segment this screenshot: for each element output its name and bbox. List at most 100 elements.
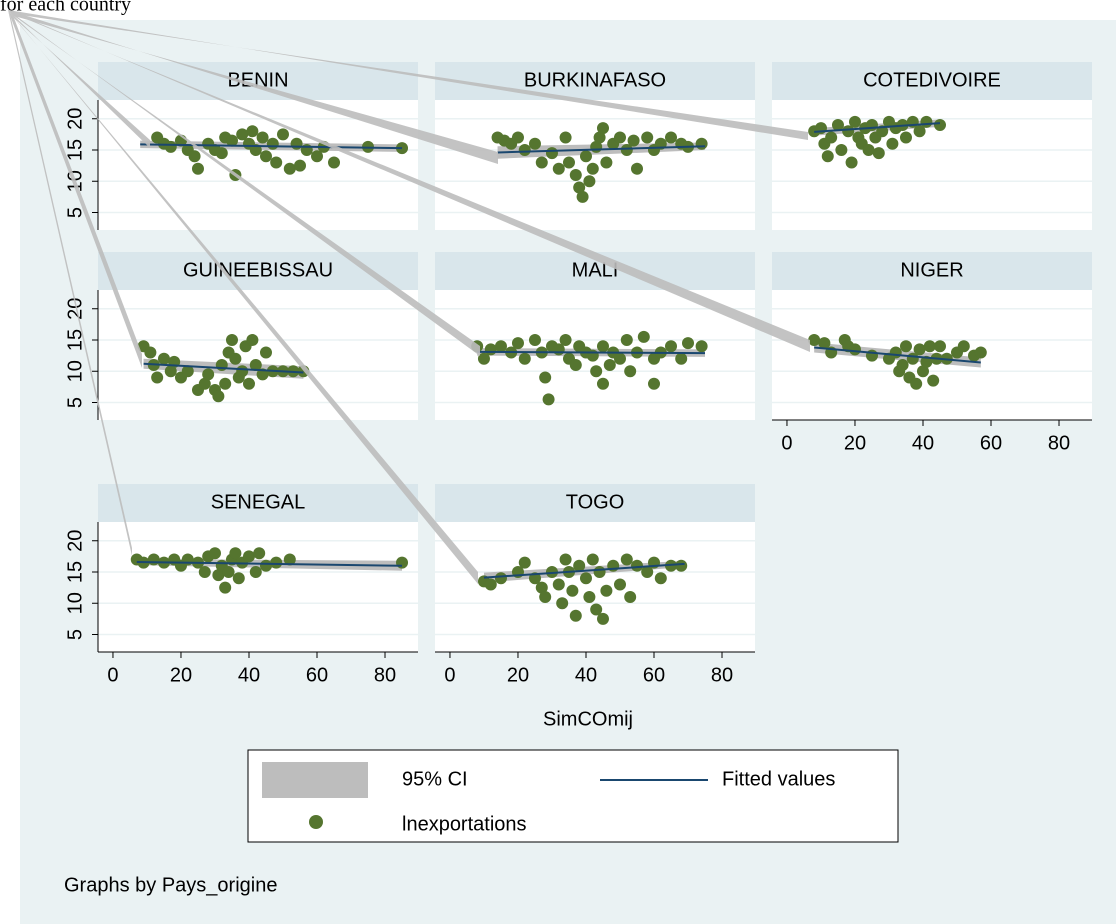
data-point xyxy=(236,365,249,378)
data-point xyxy=(818,337,831,350)
data-point xyxy=(957,340,970,353)
x-tick-label: 80 xyxy=(711,664,733,686)
data-point xyxy=(593,566,606,578)
data-point xyxy=(542,393,555,406)
data-point xyxy=(259,346,272,359)
data-point xyxy=(147,553,160,566)
y-tick-label: 15 xyxy=(64,329,86,351)
panels: BENIN 5 10 15 20 BURKINAFASO COTEDIVOIRE GUINEE… xyxy=(64,62,1092,686)
band xyxy=(8,10,478,584)
data-point xyxy=(249,566,262,578)
data-point xyxy=(212,390,225,403)
data-point xyxy=(219,581,232,594)
data-point xyxy=(913,125,926,138)
band xyxy=(8,10,132,556)
panel-title: GUINEEBISSAU xyxy=(183,259,333,281)
data-point xyxy=(600,156,613,169)
data-point xyxy=(539,371,552,384)
header: for each country xyxy=(0,0,131,16)
data-point xyxy=(236,128,249,141)
x-tick-label: 80 xyxy=(1048,432,1070,454)
data-point xyxy=(311,150,324,163)
data-point xyxy=(821,150,834,163)
data-point xyxy=(695,340,708,353)
y-tick-label: 10 xyxy=(64,592,86,614)
data-point xyxy=(208,547,221,560)
data-point xyxy=(927,374,940,387)
fitted-line xyxy=(140,143,403,150)
panel-header xyxy=(98,62,418,100)
data-point xyxy=(191,162,204,175)
data-point xyxy=(596,377,609,390)
data-point xyxy=(528,334,541,346)
y-tick-label: 15 xyxy=(64,139,86,161)
data-point xyxy=(242,377,255,390)
y-tick-label: 5 xyxy=(64,397,86,408)
data-point xyxy=(896,359,909,371)
data-point xyxy=(396,556,409,569)
x-tick-label: 60 xyxy=(980,432,1002,454)
data-point xyxy=(246,334,259,346)
data-point xyxy=(845,156,858,169)
data-point xyxy=(573,559,586,572)
data-point xyxy=(552,162,565,175)
artifact-bands xyxy=(8,10,810,584)
data-point xyxy=(518,352,531,365)
data-point xyxy=(586,553,599,566)
data-point xyxy=(593,131,606,144)
data-point xyxy=(157,352,170,365)
x-tick-label: 80 xyxy=(374,664,396,686)
data-point xyxy=(225,134,238,147)
data-point xyxy=(886,137,899,150)
data-point xyxy=(494,572,507,585)
data-point xyxy=(583,591,596,603)
data-point xyxy=(630,559,643,572)
data-point xyxy=(559,131,572,144)
data-point xyxy=(270,556,283,569)
data-point xyxy=(842,125,855,138)
data-point xyxy=(695,137,708,150)
data-point xyxy=(596,340,609,353)
data-point xyxy=(596,122,609,135)
y-tick-label: 5 xyxy=(64,629,86,640)
data-point xyxy=(164,140,177,153)
data-point xyxy=(242,550,255,563)
data-point xyxy=(641,566,654,578)
data-point xyxy=(290,137,303,150)
data-point xyxy=(899,340,912,353)
fitted-line xyxy=(497,145,706,154)
data-point xyxy=(675,352,688,365)
data-point xyxy=(202,368,215,381)
data-point xyxy=(511,337,524,350)
data-point xyxy=(590,365,603,378)
data-point xyxy=(562,156,575,169)
band xyxy=(8,10,808,140)
data-point xyxy=(624,365,637,378)
legend-swatch xyxy=(262,762,368,798)
panel-title: NIGER xyxy=(900,259,963,281)
data-point xyxy=(559,334,572,346)
legend-label: 95% CI xyxy=(402,768,468,790)
legend-label: lnexportations xyxy=(402,813,527,835)
x-tick-label: 20 xyxy=(170,664,192,686)
data-point xyxy=(225,334,238,346)
data-point xyxy=(920,115,933,128)
data-point xyxy=(229,547,242,560)
data-point xyxy=(603,359,616,371)
panel-header xyxy=(435,484,755,522)
data-point xyxy=(276,128,289,141)
data-point xyxy=(641,131,654,144)
data-point xyxy=(569,609,582,622)
data-point xyxy=(913,343,926,356)
fitted-line xyxy=(136,561,403,567)
data-point xyxy=(576,190,589,203)
data-point xyxy=(539,591,552,603)
data-point xyxy=(624,591,637,603)
data-point xyxy=(222,566,235,578)
fitted-line xyxy=(477,350,706,355)
panel-header xyxy=(772,62,1092,100)
x-tick-label: 40 xyxy=(912,432,934,454)
data-point xyxy=(620,334,633,346)
data-point xyxy=(627,134,640,147)
data-point xyxy=(933,119,946,131)
